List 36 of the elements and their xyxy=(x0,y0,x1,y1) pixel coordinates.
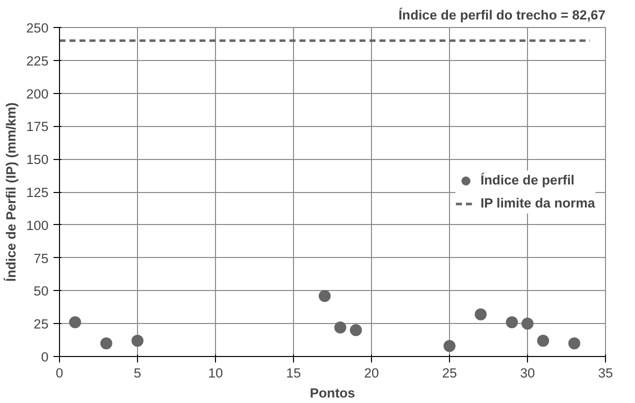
y-tick-label: 150 xyxy=(26,152,49,168)
point xyxy=(350,324,362,336)
x-tick-label: 0 xyxy=(56,366,64,380)
x-tick-label: 30 xyxy=(520,366,535,380)
x-tick-label: 15 xyxy=(286,366,301,380)
y-tick-label: 25 xyxy=(34,316,49,332)
legend-label: IP limite da norma xyxy=(480,196,595,210)
point xyxy=(474,308,487,320)
x-tick-label: 5 xyxy=(134,366,142,380)
y-tick-label: 50 xyxy=(34,284,49,299)
y-tick-label: 250 xyxy=(26,20,49,36)
point xyxy=(132,334,144,347)
y-axis-title: Índice de Perfil (IP) (mm/km) xyxy=(3,102,18,282)
point xyxy=(522,318,534,330)
point xyxy=(334,322,346,334)
point xyxy=(318,290,331,302)
y-tick-label: 200 xyxy=(26,86,49,102)
point xyxy=(537,334,550,347)
y-tick-label: 175 xyxy=(26,119,49,134)
legend-label: Índice de perfil xyxy=(480,172,574,188)
y-tick-label: 125 xyxy=(26,185,49,200)
y-tick-label: 75 xyxy=(34,250,49,266)
text: Índice de perfil do trecho = 82,67 xyxy=(398,8,606,22)
y-tick-label: 225 xyxy=(26,53,49,68)
point xyxy=(444,340,456,352)
x-tick-label: 20 xyxy=(364,366,379,380)
x-tick-label: 10 xyxy=(208,366,223,380)
x-tick-label: 25 xyxy=(442,366,457,380)
point xyxy=(506,316,518,328)
x-tick-label: 35 xyxy=(598,366,613,380)
y-tick-label: 100 xyxy=(26,218,49,233)
y-tick-label: 0 xyxy=(41,350,49,364)
point xyxy=(100,337,112,350)
point xyxy=(69,316,82,328)
x-axis-title: Pontos xyxy=(310,386,356,400)
point xyxy=(568,337,580,350)
